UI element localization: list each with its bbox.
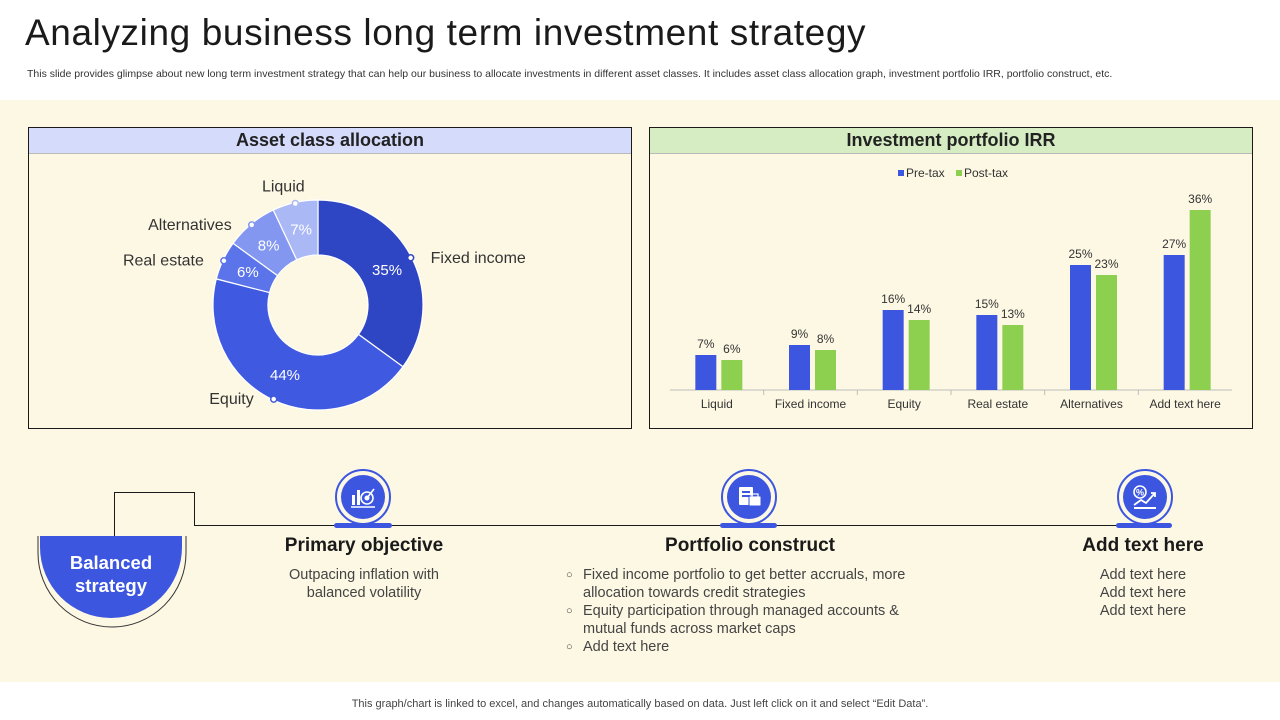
x-tick-label: Add text here: [1149, 397, 1221, 411]
bar-value-label: 25%: [1068, 247, 1092, 261]
bar-post-tax-liquid[interactable]: [721, 360, 743, 390]
asset-allocation-donut-chart[interactable]: 35% Fixed income 44% Equity 6% Real estate 8% A…: [29, 154, 631, 428]
irr-bar-chart[interactable]: Pre-tax Post-tax 7% 6% Liquid 9% 8% Fixed incom…: [650, 154, 1252, 428]
bar-value-label: 27%: [1162, 237, 1186, 251]
x-tick-label: Real estate: [967, 397, 1028, 411]
donut-slice-fixed-income[interactable]: [317, 199, 424, 368]
badge-shape: [37, 536, 187, 628]
portfolio-construct-title: Portfolio construct: [665, 535, 835, 556]
page-title: Analyzing business long term investment …: [25, 12, 867, 53]
primary-objective-title: Primary objective: [284, 535, 444, 556]
bar-post-tax-alternatives[interactable]: [1096, 275, 1117, 390]
donut-category-label: Real estate: [123, 253, 204, 270]
donut-value-label: 44%: [270, 367, 300, 384]
primary-objective-node-bar: [334, 523, 392, 528]
timeline-connector-vertical: [114, 492, 115, 536]
donut-label-dot: [406, 254, 415, 262]
irr-panel[interactable]: Investment portfolio IRR Pre-tax Post-tax…: [649, 127, 1253, 429]
x-tick-label: Equity: [887, 397, 920, 411]
page-subtitle: This slide provides glimpse about new lo…: [27, 68, 1113, 80]
timeline-connector-drop: [194, 492, 195, 526]
donut-slice-liquid[interactable]: [272, 199, 319, 261]
bar-pre-tax-fixed-income[interactable]: [789, 345, 810, 390]
donut-label-dot: [247, 221, 256, 229]
bar-value-label: 6%: [723, 342, 741, 356]
bullet-item: Fixed income portfolio to get better acc…: [566, 566, 936, 602]
donut-label-dot: [220, 256, 228, 265]
portfolio-construct-node[interactable]: [721, 469, 777, 525]
irr-title: Investment portfolio IRR: [650, 128, 1252, 154]
donut-slice-equity[interactable]: [212, 278, 404, 411]
bar-pre-tax-add-text-here[interactable]: [1163, 255, 1185, 390]
x-tick-label: Liquid: [701, 397, 733, 411]
donut-value-label: 7%: [290, 221, 312, 238]
donut-category-label: Alternatives: [148, 217, 232, 234]
bar-post-tax-fixed-income[interactable]: [815, 350, 836, 390]
donut-value-label: 8%: [258, 237, 280, 254]
x-tick-label: Alternatives: [1060, 397, 1123, 411]
x-tick-label: Fixed income: [775, 397, 847, 411]
growth-money-icon: %: [1133, 485, 1156, 509]
bar-pre-tax-real-estate[interactable]: [976, 315, 998, 390]
asset-allocation-title: Asset class allocation: [29, 128, 631, 154]
bar-value-label: 15%: [975, 297, 999, 311]
donut-label-dot: [269, 395, 278, 403]
bar-value-label: 14%: [907, 302, 931, 316]
bar-pre-tax-liquid[interactable]: [695, 355, 717, 390]
bar-pre-tax-alternatives[interactable]: [1070, 265, 1091, 390]
donut-value-label: 35%: [372, 262, 402, 279]
bullet-item: Add text here: [566, 638, 936, 656]
primary-objective-text: Outpacing inflation with balanced volati…: [289, 567, 439, 601]
bar-value-label: 8%: [817, 332, 835, 346]
bar-value-label: 23%: [1094, 257, 1118, 271]
legend-label: Post-tax: [964, 166, 1008, 180]
add-text-node[interactable]: %: [1117, 469, 1173, 525]
portfolio-construct-bullets: Fixed income portfolio to get better acc…: [566, 566, 936, 656]
donut-category-label: Fixed income: [431, 250, 526, 267]
bar-post-tax-real-estate[interactable]: [1002, 325, 1024, 390]
svg-text:%: %: [1136, 488, 1144, 498]
portfolio-docs-icon: [739, 487, 762, 507]
portfolio-construct-node-bar: [720, 523, 777, 528]
legend-swatch: [956, 170, 962, 176]
balanced-strategy-badge: Balanced strategy: [37, 536, 187, 628]
bar-value-label: 9%: [791, 327, 809, 341]
bar-value-label: 13%: [1001, 307, 1025, 321]
balanced-strategy-label: Balanced strategy: [69, 552, 153, 596]
donut-category-label: Equity: [209, 391, 253, 408]
timeline-line: [194, 525, 1170, 526]
bar-value-label: 7%: [697, 337, 715, 351]
timeline-connector-top: [114, 492, 195, 493]
bar-pre-tax-equity[interactable]: [882, 310, 904, 390]
target-chart-icon: [351, 488, 375, 508]
bar-value-label: 16%: [881, 292, 905, 306]
donut-label-dot: [291, 199, 300, 208]
add-text-title: Add text here: [1082, 535, 1204, 556]
bar-value-label: 36%: [1188, 192, 1212, 206]
add-text-node-bar: [1116, 523, 1172, 528]
add-text-lines: Add text here Add text here Add text her…: [1099, 567, 1187, 619]
footer-note: This graph/chart is linked to excel, and…: [351, 698, 929, 710]
bar-post-tax-equity[interactable]: [908, 320, 930, 390]
bar-post-tax-add-text-here[interactable]: [1189, 210, 1211, 390]
asset-allocation-panel[interactable]: Asset class allocation 35% Fixed income 44…: [28, 127, 632, 429]
bullet-item: Equity participation through managed acc…: [566, 602, 936, 638]
primary-objective-node[interactable]: [335, 469, 391, 525]
donut-value-label: 6%: [237, 264, 259, 281]
donut-category-label: Liquid: [262, 179, 305, 196]
legend-label: Pre-tax: [906, 166, 945, 180]
legend-swatch: [898, 170, 904, 176]
